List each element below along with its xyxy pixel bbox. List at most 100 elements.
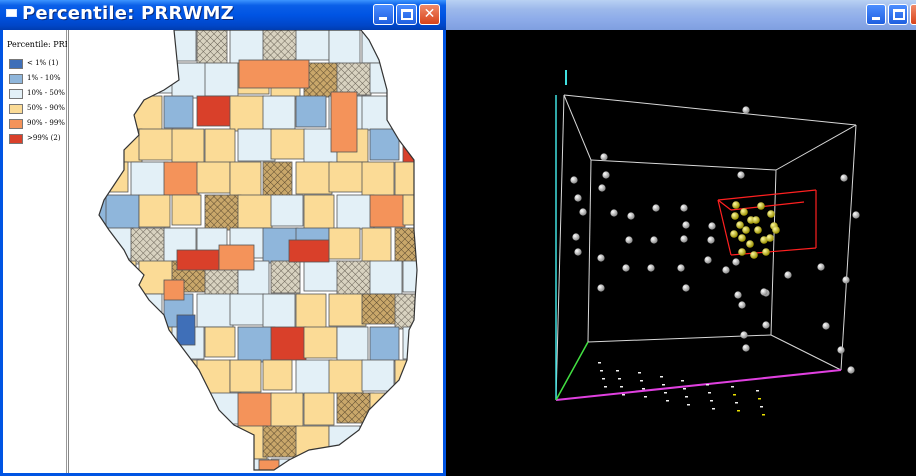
county-polygon[interactable] — [270, 326, 307, 361]
maximize-button[interactable] — [888, 4, 908, 25]
data-point[interactable] — [817, 263, 825, 271]
county-polygon[interactable] — [163, 359, 200, 397]
county-polygon[interactable] — [394, 227, 431, 263]
map-window-titlebar[interactable]: Percentile: PRRWMZ ✕ — [0, 0, 446, 30]
county-polygon[interactable] — [163, 279, 185, 301]
county-polygon[interactable] — [196, 30, 228, 67]
selected-data-point[interactable] — [736, 221, 744, 229]
data-point[interactable] — [762, 321, 770, 329]
county-polygon[interactable] — [105, 392, 140, 424]
county-polygon[interactable] — [98, 425, 135, 461]
county-polygon[interactable] — [105, 326, 143, 364]
county-polygon[interactable] — [171, 194, 202, 226]
county-polygon[interactable] — [328, 359, 364, 394]
county-polygon[interactable] — [176, 249, 220, 271]
county-polygon[interactable] — [369, 128, 400, 161]
county-polygon[interactable] — [328, 227, 361, 260]
county-polygon[interactable] — [138, 128, 174, 161]
county-polygon[interactable] — [196, 293, 234, 328]
county-polygon[interactable] — [237, 194, 273, 229]
data-point[interactable] — [822, 322, 830, 330]
county-polygon[interactable] — [73, 458, 106, 473]
county-polygon[interactable] — [262, 95, 296, 130]
county-polygon[interactable] — [130, 30, 166, 64]
data-point[interactable] — [704, 256, 712, 264]
county-polygon[interactable] — [402, 458, 433, 473]
county-polygon[interactable] — [237, 392, 273, 430]
selected-data-point[interactable] — [772, 226, 780, 234]
county-polygon[interactable] — [196, 95, 234, 127]
data-point[interactable] — [622, 264, 630, 272]
county-polygon[interactable] — [130, 425, 166, 459]
county-polygon[interactable] — [229, 161, 262, 199]
county-polygon[interactable] — [138, 392, 171, 429]
county-polygon[interactable] — [328, 293, 367, 327]
county-polygon[interactable] — [303, 194, 335, 232]
county-polygon[interactable] — [204, 458, 239, 473]
county-polygon[interactable] — [270, 392, 304, 428]
data-point[interactable] — [742, 344, 750, 352]
county-polygon[interactable] — [336, 458, 372, 473]
county-polygon[interactable] — [328, 161, 364, 193]
county-polygon[interactable] — [171, 458, 208, 473]
county-polygon[interactable] — [336, 260, 372, 297]
data-point[interactable] — [677, 264, 685, 272]
county-polygon[interactable] — [237, 326, 276, 363]
selected-data-point[interactable] — [738, 248, 746, 256]
county-polygon[interactable] — [163, 95, 194, 129]
county-polygon[interactable] — [105, 458, 137, 473]
selected-data-point[interactable] — [738, 234, 746, 242]
county-polygon[interactable] — [73, 62, 106, 98]
selected-data-point[interactable] — [754, 226, 762, 234]
minimize-button[interactable] — [373, 4, 394, 25]
selected-data-point[interactable] — [740, 208, 748, 216]
data-point[interactable] — [740, 331, 748, 339]
county-polygon[interactable] — [69, 30, 94, 60]
selected-data-point[interactable] — [762, 248, 770, 256]
data-point[interactable] — [579, 208, 587, 216]
county-polygon[interactable] — [295, 425, 330, 463]
data-point[interactable] — [652, 204, 660, 212]
data-point[interactable] — [570, 176, 578, 184]
county-polygon[interactable] — [394, 30, 431, 62]
county-polygon[interactable] — [229, 30, 268, 65]
data-point[interactable] — [682, 221, 690, 229]
data-point[interactable] — [597, 254, 605, 262]
county-polygon[interactable] — [328, 425, 361, 461]
county-polygon[interactable] — [69, 293, 101, 329]
county-polygon[interactable] — [336, 194, 375, 230]
data-point[interactable] — [680, 204, 688, 212]
data-point[interactable] — [680, 235, 688, 243]
data-point[interactable] — [840, 174, 848, 182]
county-polygon[interactable] — [394, 161, 425, 196]
county-polygon[interactable] — [270, 194, 304, 227]
selected-data-point[interactable] — [742, 226, 750, 234]
county-polygon[interactable] — [394, 95, 428, 129]
data-point[interactable] — [682, 284, 690, 292]
county-polygon[interactable] — [98, 293, 132, 327]
county-polygon[interactable] — [295, 161, 333, 195]
county-polygon[interactable] — [402, 260, 433, 293]
county-polygon[interactable] — [295, 293, 327, 329]
legend-item[interactable]: 50% - 90% — [9, 104, 67, 114]
data-point[interactable] — [574, 248, 582, 256]
county-polygon[interactable] — [262, 293, 296, 331]
data-point[interactable] — [610, 209, 618, 217]
legend-item[interactable]: 1% - 10% — [9, 74, 67, 84]
choropleth-map[interactable] — [68, 29, 443, 473]
county-polygon[interactable] — [229, 95, 265, 132]
data-point[interactable] — [647, 264, 655, 272]
county-polygon[interactable] — [218, 244, 255, 271]
scatter3d-window-titlebar[interactable] — [446, 0, 916, 30]
scatter3d-canvas[interactable] — [446, 30, 916, 476]
county-polygon[interactable] — [229, 293, 265, 326]
data-point[interactable] — [574, 194, 582, 202]
county-polygon[interactable] — [361, 425, 392, 459]
map-window[interactable]: Percentile: PRRWMZ ✕ Percentile: PRRW < … — [0, 0, 446, 476]
county-polygon[interactable] — [171, 392, 202, 427]
county-polygon[interactable] — [69, 95, 101, 128]
county-polygon[interactable] — [204, 62, 239, 97]
county-polygon[interactable] — [196, 425, 228, 462]
close-button[interactable]: ✕ — [419, 4, 440, 25]
county-polygon[interactable] — [394, 425, 431, 457]
